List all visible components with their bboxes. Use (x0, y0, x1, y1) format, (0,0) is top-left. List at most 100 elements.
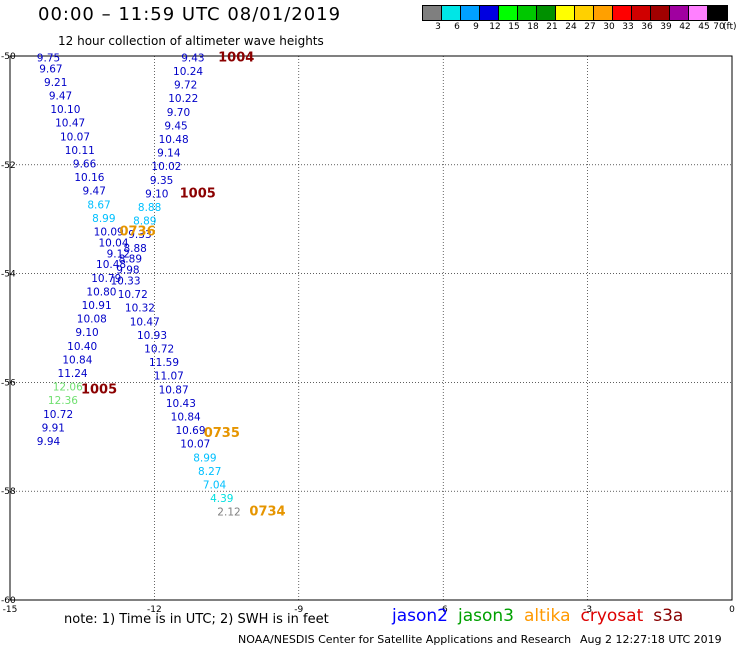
satellite-legend: jason2 jason3 altika cryosat s3a (392, 606, 693, 626)
legend-tick-label: 70 (713, 22, 725, 32)
wave-height-value: 9.35 (150, 175, 173, 187)
legend-tick-label: 42 (679, 22, 691, 32)
pass-time-label: 0735 (204, 426, 240, 441)
satellite-label: jason3 (458, 606, 514, 626)
wave-height-value: 10.43 (166, 398, 196, 410)
wave-height-value: 10.72 (118, 289, 148, 301)
legend-tick-label: 39 (660, 22, 672, 32)
pass-time-label: 0736 (119, 225, 155, 240)
satellite-label: jason2 (392, 606, 448, 626)
wave-height-value: 10.09 (94, 227, 124, 239)
wave-height-value: 8.88 (123, 243, 146, 255)
wave-height-value: 10.80 (86, 286, 116, 298)
wave-height-value: 10.91 (82, 300, 112, 312)
legend-tick-label: 6 (454, 22, 460, 32)
legend-swatch (632, 6, 651, 20)
footnote: note: 1) Time is in UTC; 2) SWH is in fe… (64, 612, 329, 627)
wave-height-value: 10.93 (137, 330, 167, 342)
legend-swatch (670, 6, 689, 20)
satellite-label: s3a (653, 606, 684, 626)
wave-height-value: 9.21 (44, 77, 67, 89)
wave-height-value: 9.72 (174, 80, 197, 92)
lon-tick-label: -12 (147, 605, 162, 615)
lat-tick-label: -52 (1, 161, 16, 171)
legend-tick-label: 3 (435, 22, 441, 32)
wave-height-value: 10.32 (125, 303, 155, 315)
wave-height-value: 8.99 (193, 452, 216, 464)
wave-height-value: 9.91 (42, 422, 65, 434)
wave-height-value: 7.04 (203, 479, 227, 491)
satellite-label: cryosat (580, 606, 644, 626)
legend-swatch (537, 6, 556, 20)
legend-tick-label: 33 (622, 22, 634, 32)
legend-tick-label: 27 (584, 22, 596, 32)
wave-height-value: 10.04 (98, 237, 128, 249)
wave-height-value: 10.84 (171, 411, 201, 423)
wave-height-value: 9.94 (37, 436, 61, 448)
wave-height-value: 9.12 (107, 248, 130, 260)
wave-height-value: 10.72 (144, 343, 174, 355)
legend-swatch (575, 6, 594, 20)
wave-height-value: 10.11 (65, 145, 95, 157)
wave-height-value: 8.67 (87, 199, 110, 211)
wave-height-value: 10.33 (110, 275, 140, 287)
wave-height-value: 8.89 (119, 254, 142, 266)
wave-height-value: 10.48 (96, 259, 126, 271)
credit-line: NOAA/NESDIS Center for Satellite Applica… (238, 633, 572, 646)
legend-tick-label: 18 (527, 22, 539, 32)
lon-tick-label: -6 (439, 605, 448, 615)
wave-height-value: 10.22 (168, 93, 198, 105)
wave-height-value: 10.08 (77, 314, 107, 326)
color-scale-legend (422, 5, 728, 21)
wave-height-value: 10.79 (91, 273, 121, 285)
wave-height-value: 10.69 (175, 425, 205, 437)
legend-swatch (708, 6, 727, 20)
legend-swatch (689, 6, 708, 20)
legend-swatch (651, 6, 670, 20)
wave-height-value: 9.47 (83, 186, 106, 198)
wave-height-value: 12.36 (48, 395, 78, 407)
wave-height-value: 10.24 (173, 66, 203, 78)
wave-height-value: 11.07 (154, 371, 184, 383)
wave-height-value: 9.10 (145, 188, 168, 200)
wave-height-value: 9.70 (167, 107, 190, 119)
pass-time-label: 0734 (249, 505, 285, 520)
wave-height-value: 10.10 (50, 104, 80, 116)
wave-height-value: 10.07 (60, 131, 90, 143)
wave-height-value: 9.67 (39, 63, 62, 75)
legend-swatch (461, 6, 480, 20)
wave-height-value: 10.16 (74, 172, 104, 184)
legend-tick-label: 9 (473, 22, 479, 32)
pass-time-label: 1005 (81, 382, 117, 397)
wave-height-value: 10.48 (159, 134, 189, 146)
wave-height-value: 8.88 (138, 202, 161, 214)
wave-height-value: 2.12 (217, 507, 240, 519)
wave-height-value: 10.72 (43, 409, 73, 421)
lon-tick-label: -9 (294, 605, 303, 615)
wave-height-value: 10.47 (130, 316, 160, 328)
wave-height-value: 9.43 (181, 52, 204, 64)
wave-height-value: 9.45 (164, 120, 187, 132)
wave-height-value: 10.07 (180, 439, 210, 451)
wave-height-value: 8.27 (198, 466, 221, 478)
legend-swatch (594, 6, 613, 20)
wave-height-value: 10.47 (55, 118, 85, 130)
lat-tick-label: -54 (1, 270, 16, 280)
legend-tick-label: 30 (603, 22, 615, 32)
wave-height-value: 9.14 (157, 148, 181, 160)
lat-tick-label: -58 (1, 487, 16, 497)
wave-height-value: 8.99 (92, 213, 115, 225)
legend-swatch (480, 6, 499, 20)
legend-swatch (423, 6, 442, 20)
legend-tick-label: 15 (508, 22, 520, 32)
wave-height-value: 10.87 (159, 384, 189, 396)
page-title: 00:00 – 11:59 UTC 08/01/2019 (38, 4, 342, 25)
wave-height-value: 11.24 (58, 368, 88, 380)
legend-swatch (613, 6, 632, 20)
legend-swatch (556, 6, 575, 20)
wave-height-value: 10.84 (62, 354, 92, 366)
wave-height-value: 10.02 (151, 161, 181, 173)
wave-height-value: 8.89 (133, 216, 156, 228)
legend-tick-label: 45 (698, 22, 710, 32)
